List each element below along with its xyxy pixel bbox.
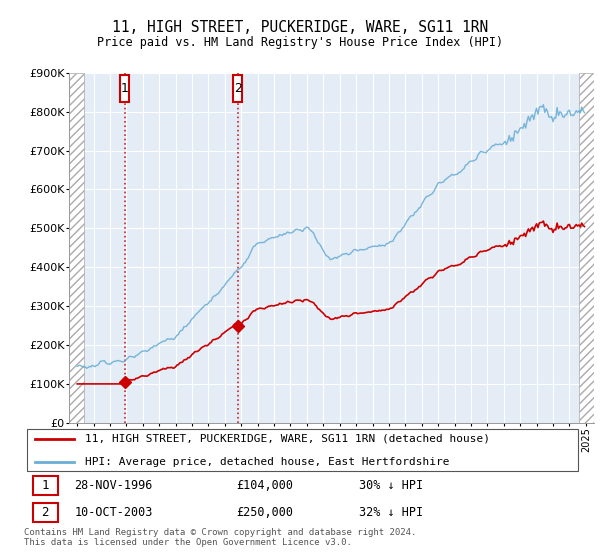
Text: 11, HIGH STREET, PUCKERIDGE, WARE, SG11 1RN (detached house): 11, HIGH STREET, PUCKERIDGE, WARE, SG11 …	[85, 434, 490, 444]
FancyBboxPatch shape	[27, 429, 578, 472]
Bar	[84, 73, 579, 423]
Text: £104,000: £104,000	[236, 479, 293, 492]
Text: 28-NOV-1996: 28-NOV-1996	[74, 479, 152, 492]
Bar	[69, 73, 84, 423]
Text: 11, HIGH STREET, PUCKERIDGE, WARE, SG11 1RN: 11, HIGH STREET, PUCKERIDGE, WARE, SG11 …	[112, 20, 488, 35]
Text: 2: 2	[234, 82, 242, 95]
Text: Contains HM Land Registry data © Crown copyright and database right 2024.
This d: Contains HM Land Registry data © Crown c…	[24, 528, 416, 547]
FancyBboxPatch shape	[32, 476, 58, 494]
Text: HPI: Average price, detached house, East Hertfordshire: HPI: Average price, detached house, East…	[85, 457, 450, 466]
Text: 1: 1	[41, 479, 49, 492]
Text: £250,000: £250,000	[236, 506, 293, 519]
Text: 10-OCT-2003: 10-OCT-2003	[74, 506, 152, 519]
Text: 30% ↓ HPI: 30% ↓ HPI	[359, 479, 423, 492]
Text: Price paid vs. HM Land Registry's House Price Index (HPI): Price paid vs. HM Land Registry's House …	[97, 36, 503, 49]
Bar	[121, 76, 130, 102]
Text: 1: 1	[121, 82, 129, 95]
FancyBboxPatch shape	[32, 503, 58, 522]
Bar	[579, 73, 594, 423]
Text: 32% ↓ HPI: 32% ↓ HPI	[359, 506, 423, 519]
Text: 2: 2	[41, 506, 49, 519]
Bar	[233, 76, 242, 102]
